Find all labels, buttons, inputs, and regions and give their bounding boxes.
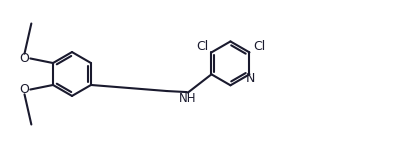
Text: O: O (20, 52, 30, 65)
Text: N: N (246, 72, 255, 85)
Text: Cl: Cl (253, 40, 265, 53)
Text: NH: NH (179, 92, 197, 105)
Text: O: O (20, 83, 30, 96)
Text: Cl: Cl (196, 40, 208, 53)
